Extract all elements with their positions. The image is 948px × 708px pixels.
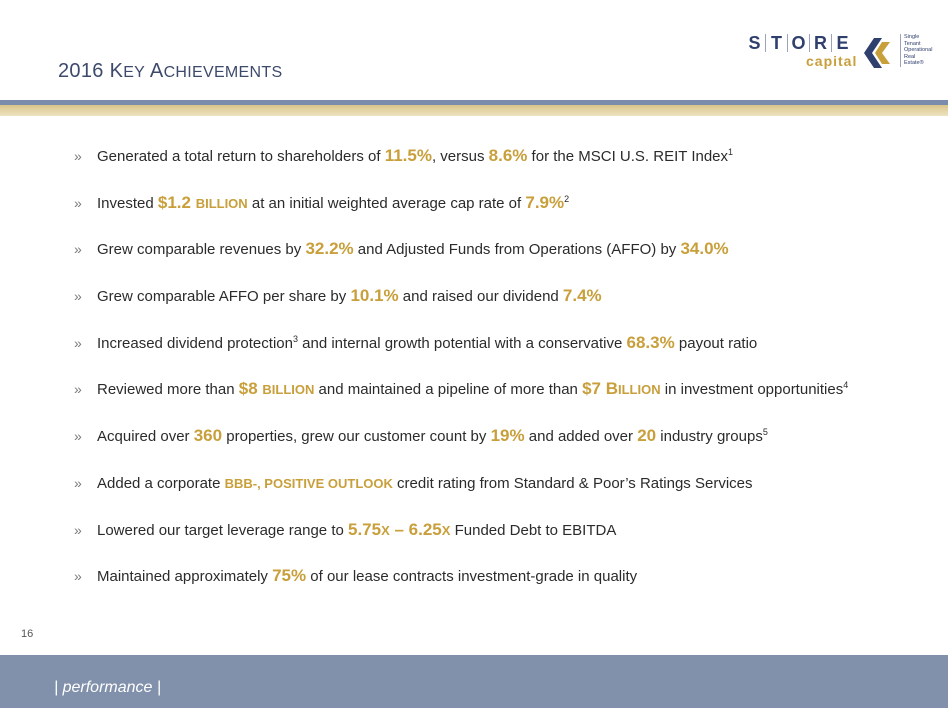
bullet-chevron-icon: » [74, 521, 82, 538]
bullet-text: and added over [524, 428, 638, 446]
footnote-ref: 2 [564, 193, 570, 204]
bullet-text: and internal growth potential with a con… [297, 334, 627, 352]
bullet-text: Maintained approximately [97, 568, 273, 586]
footer-section-label: | performance | [54, 679, 162, 696]
logo-capital: capital [806, 53, 858, 69]
bullet-chevron-icon: » [74, 428, 82, 445]
bullet-text: Grew comparable revenues by [97, 241, 306, 259]
highlight-figure: 7.4% [562, 286, 602, 306]
highlight-figure: 20 [637, 426, 657, 446]
page-title: 2016 Key Achievements [58, 60, 283, 82]
bullet-text: Added a corporate [97, 474, 225, 492]
bullet-text: in investment opportunities [660, 381, 844, 399]
list-item: » Grew comparable revenues by 32.2% and A… [74, 234, 934, 281]
highlight-figure: BBB-, positive outlook [224, 475, 393, 491]
bullet-text: , versus [431, 148, 489, 165]
list-item: » Acquired over 360 properties, grew our … [74, 421, 934, 468]
list-item: » Maintained approximately 75% of our lea… [74, 561, 934, 608]
bullet-chevron-icon: » [74, 288, 82, 305]
logo-tagline: Single Tenant Operational Real Estate® [900, 34, 932, 67]
logo-letter: O [788, 34, 810, 52]
bullet-text: credit rating from Standard & Poor’s Rat… [392, 474, 753, 492]
highlight-figure: 68.3% [626, 332, 675, 352]
bullet-text: payout ratio [674, 334, 758, 352]
achievements-list: » Generated a total return to shareholder… [74, 141, 934, 608]
list-item: » Generated a total return to shareholder… [74, 141, 934, 188]
bullet-text: Increased dividend protection [97, 334, 293, 352]
bullet-text: and maintained a pipeline of more than [314, 381, 583, 399]
bullet-text: and raised our dividend [398, 288, 563, 306]
store-capital-logo: S T O R E capital Single Tenant Operatio… [744, 34, 932, 74]
highlight-figure: $7 B [582, 379, 618, 399]
bullet-text: for the MSCI U.S. REIT Index [527, 148, 729, 165]
footnote-ref: 1 [728, 147, 734, 157]
bullet-text: industry groups [656, 428, 763, 446]
list-item: » Lowered our target leverage range to 5.… [74, 515, 934, 562]
logo-letter: R [810, 34, 832, 52]
bullet-chevron-icon: » [74, 568, 82, 585]
bullet-chevron-icon: » [74, 381, 82, 398]
highlight-figure: illion [618, 382, 661, 398]
bullet-text: properties, grew our customer count by [222, 428, 491, 446]
page-number: 16 [21, 628, 34, 640]
highlight-figure: $8 [238, 379, 263, 399]
highlight-figure: 7.9% [525, 192, 565, 212]
highlight-figure: x [381, 522, 390, 538]
highlight-figure: 11.5% [384, 146, 432, 165]
logo-chevron-icon [864, 38, 890, 68]
highlight-figure: x [441, 522, 451, 538]
list-item: » Reviewed more than $8 billion and maint… [74, 374, 934, 421]
logo-letter: S [744, 34, 766, 52]
highlight-figure: 5.75 [348, 519, 382, 539]
bullet-chevron-icon: » [74, 334, 82, 351]
logo-wordmark: S T O R E [744, 34, 853, 52]
bullet-text: of our lease contracts investment-grade … [306, 568, 638, 586]
highlight-figure: – 6.25 [389, 519, 442, 539]
highlight-figure: 8.6% [488, 146, 528, 165]
bullet-chevron-icon: » [74, 474, 82, 491]
bullet-text: Generated a total return to shareholders… [97, 148, 385, 165]
footnote-ref: 4 [843, 380, 849, 391]
header-rule-navy [0, 100, 948, 105]
footnote-ref: 5 [762, 427, 768, 438]
bullet-text: Lowered our target leverage range to [97, 521, 348, 539]
list-item: » Grew comparable AFFO per share by 10.1%… [74, 281, 934, 328]
header-rule-gold [0, 105, 948, 116]
logo-letter: T [766, 34, 788, 52]
logo-letter: E [836, 33, 849, 53]
list-item: » Added a corporate BBB-, positive outloo… [74, 468, 934, 515]
highlight-figure: $1.2 [157, 192, 196, 212]
bullet-text: Invested [97, 194, 158, 212]
bullet-chevron-icon: » [74, 194, 82, 211]
highlight-figure: 360 [193, 426, 223, 446]
footer-bar: | performance | [0, 655, 948, 708]
highlight-figure: 34.0% [680, 239, 729, 259]
highlight-figure: 19% [490, 426, 525, 446]
highlight-figure: 10.1% [350, 286, 399, 306]
list-item: » Invested $1.2 billion at an initial wei… [74, 188, 934, 235]
highlight-figure: billion [195, 195, 248, 211]
highlight-figure: 75% [272, 566, 307, 586]
bullet-text: Reviewed more than [97, 381, 239, 399]
bullet-text: Acquired over [97, 428, 194, 446]
bullet-text: Grew comparable AFFO per share by [97, 288, 351, 306]
list-item: » Increased dividend protection3 and inte… [74, 328, 934, 375]
highlight-figure: 32.2% [305, 239, 354, 259]
bullet-chevron-icon: » [74, 148, 82, 164]
bullet-text: Funded Debt to EBITDA [450, 521, 617, 539]
bullet-chevron-icon: » [74, 241, 82, 258]
footnote-ref: 3 [292, 333, 298, 344]
bullet-text: at an initial weighted average cap rate … [247, 194, 526, 212]
bullet-text: and Adjusted Funds from Operations (AFFO… [353, 241, 681, 259]
highlight-figure: billion [262, 382, 315, 398]
